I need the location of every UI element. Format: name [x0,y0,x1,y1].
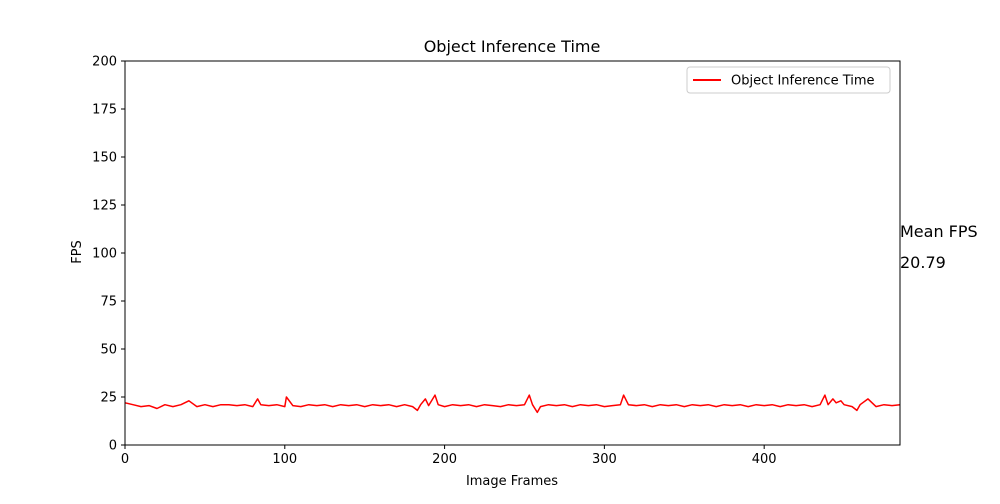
plot-frame [124,60,901,446]
y-tick-label: 125 [92,199,117,214]
y-tick-label: 100 [92,247,117,262]
y-axis-label: FPS [70,240,85,264]
y-tick-label: 0 [109,439,117,454]
y-tick-label: 50 [100,343,117,358]
legend-label: Object Inference Time [731,74,875,89]
x-tick-label: 300 [592,452,617,467]
x-tick-label: 400 [752,452,777,467]
x-tick-label: 0 [121,452,129,467]
x-axis-label: Image Frames [466,474,558,489]
mean-fps-value: 20.79 [900,253,946,272]
y-tick-label: 175 [92,103,117,118]
y-tick-label: 200 [92,55,117,70]
chart-title: Object Inference Time [424,37,601,56]
x-tick-label: 200 [432,452,457,467]
y-tick-label: 150 [92,151,117,166]
mean-fps-label: Mean FPS [900,222,978,241]
y-tick-label: 75 [100,295,117,310]
legend-box [686,66,891,94]
series-line-0 [124,394,901,414]
x-tick-label: 100 [272,452,297,467]
y-tick-label: 25 [100,391,117,406]
